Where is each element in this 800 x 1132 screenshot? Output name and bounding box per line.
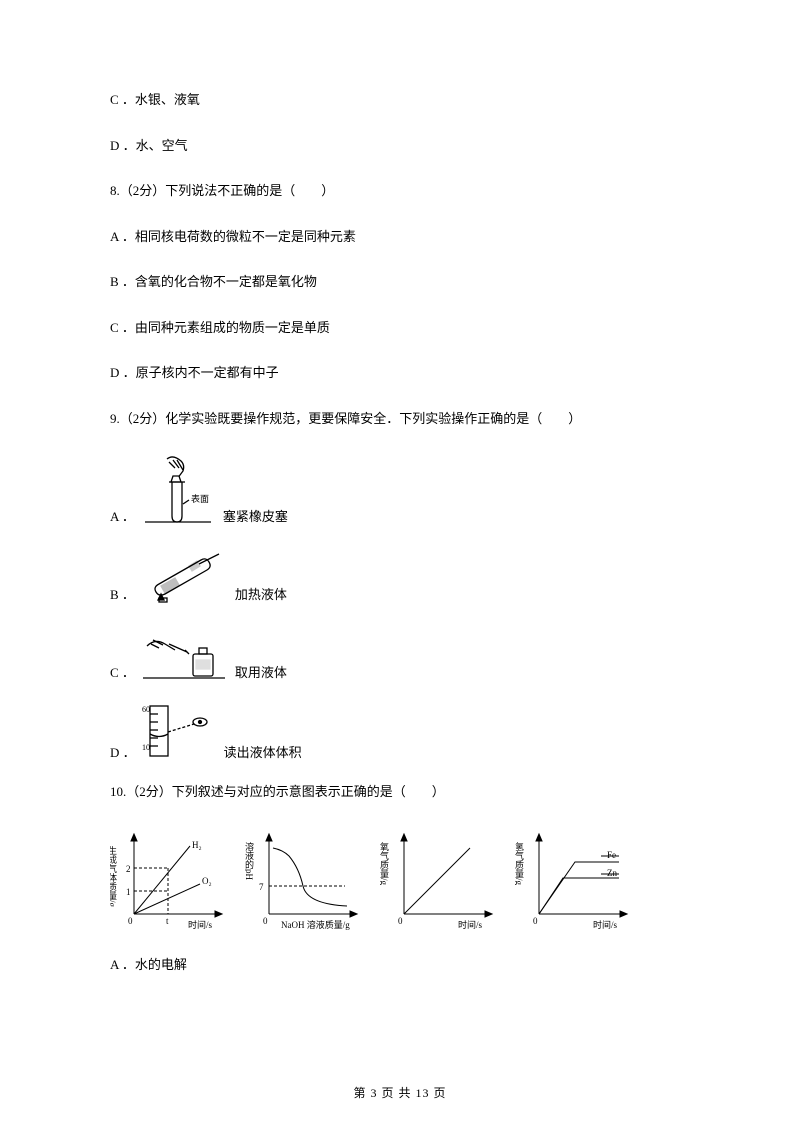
svg-text:氧气质量/g: 氧气质量/g xyxy=(380,840,389,885)
test-tube-stopper-icon: 表面 xyxy=(139,454,217,526)
pouring-liquid-icon xyxy=(139,624,229,682)
svg-text:2: 2 xyxy=(126,864,131,874)
svg-text:0: 0 xyxy=(128,916,133,926)
svg-text:Fe: Fe xyxy=(607,850,616,860)
svg-text:Zn: Zn xyxy=(607,868,617,878)
svg-text:H₂: H₂ xyxy=(192,840,202,850)
svg-text:0: 0 xyxy=(263,916,268,926)
read-volume-icon: 60 10 xyxy=(140,702,218,762)
q8-stem: 8.（2分）下列说法不正确的是（ ） xyxy=(110,181,690,201)
q7-option-c: C ．水银、液氧 xyxy=(110,90,690,110)
q9-option-b: B ． 加热液体 xyxy=(110,546,690,604)
chart-electrolysis: 生成气体质量/g 2 1 t 时间/s H₂ O₂ 0 xyxy=(110,828,225,933)
chart-oxygen: 氧气质量/g 0 时间/s xyxy=(380,828,495,933)
svg-text:0: 0 xyxy=(398,916,403,926)
svg-text:NaOH 溶液质量/g: NaOH 溶液质量/g xyxy=(281,919,350,930)
heating-liquid-icon xyxy=(139,546,229,604)
svg-text:氢气质量/g: 氢气质量/g xyxy=(515,840,524,885)
q9-option-c: C ． 取用液体 xyxy=(110,624,690,682)
q8-option-c: C ．由同种元素组成的物质一定是单质 xyxy=(110,318,690,338)
q7-option-d: D ．水、空气 xyxy=(110,136,690,156)
q10-charts: 生成气体质量/g 2 1 t 时间/s H₂ O₂ 0 溶液的pH 7 0 Na… xyxy=(110,828,690,933)
q8-option-b: B ．含氧的化合物不一定都是氧化物 xyxy=(110,272,690,292)
q10-stem: 10.（2分）下列叙述与对应的示意图表示正确的是（ ） xyxy=(110,782,690,802)
q9-d-label: D ． xyxy=(110,743,136,763)
svg-text:t: t xyxy=(166,916,169,926)
q9-d-caption: 读出液体体积 xyxy=(224,743,302,763)
svg-text:时间/s: 时间/s xyxy=(188,919,213,930)
svg-text:时间/s: 时间/s xyxy=(458,919,483,930)
q9-b-caption: 加热液体 xyxy=(235,585,287,605)
q9-b-label: B ． xyxy=(110,585,135,605)
q10-option-a: A ．水的电解 xyxy=(110,955,690,975)
q9-stem: 9.（2分）化学实验既要操作规范，更要保障安全．下列实验操作正确的是（ ） xyxy=(110,409,690,429)
annot-text: 表面 xyxy=(191,493,209,504)
q8-option-a: A ．相同核电荷数的微粒不一定是同种元素 xyxy=(110,227,690,247)
q9-c-label: C ． xyxy=(110,663,135,683)
svg-text:0: 0 xyxy=(533,916,538,926)
svg-text:7: 7 xyxy=(259,882,264,892)
q9-option-a: A ． 表面 塞紧橡皮塞 xyxy=(110,454,690,526)
chart-ph: 溶液的pH 7 0 NaOH 溶液质量/g xyxy=(245,828,360,933)
q9-a-label: A ． xyxy=(110,507,135,527)
svg-text:O₂: O₂ xyxy=(202,876,212,886)
q9-option-d: D ． 60 10 读出液体体积 xyxy=(110,702,690,762)
svg-text:1: 1 xyxy=(126,887,131,897)
svg-text:溶液的pH: 溶液的pH xyxy=(245,840,254,880)
chart-hydrogen: 氢气质量/g 0 时间/s Fe Zn xyxy=(515,828,630,933)
svg-text:时间/s: 时间/s xyxy=(593,919,618,930)
svg-text:生成气体质量/g: 生成气体质量/g xyxy=(110,844,117,907)
q9-c-caption: 取用液体 xyxy=(235,663,287,683)
q8-option-d: D ．原子核内不一定都有中子 xyxy=(110,363,690,383)
page-footer: 第 3 页 共 13 页 xyxy=(0,1084,800,1102)
svg-text:10: 10 xyxy=(142,743,150,752)
svg-text:60: 60 xyxy=(142,705,150,714)
q9-a-caption: 塞紧橡皮塞 xyxy=(223,507,288,527)
